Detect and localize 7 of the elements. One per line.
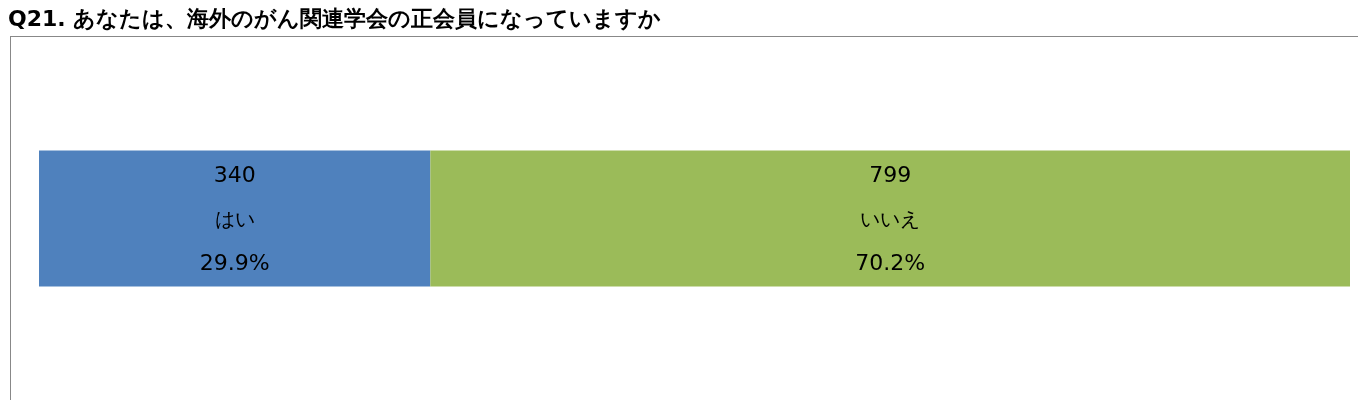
annotation: 70.2% [855, 250, 926, 275]
chart-title: Q21. あなたは、海外のがん関連学会の正会員になっていますか [8, 5, 663, 32]
data-label: 340 [213, 162, 256, 187]
annotation: 29.9% [199, 250, 270, 275]
data-label: 799 [869, 162, 912, 187]
series-label: いいえ [860, 206, 921, 231]
series-label: はい [214, 206, 255, 231]
